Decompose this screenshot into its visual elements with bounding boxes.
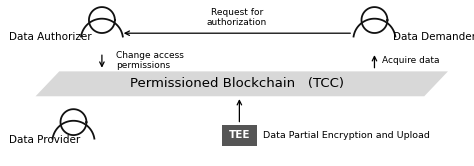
Text: Permissioned Blockchain   (TCC): Permissioned Blockchain (TCC) (130, 77, 344, 90)
Text: Data Provider: Data Provider (9, 135, 81, 145)
Text: Request for
authorization: Request for authorization (207, 8, 267, 27)
Text: Data Authorizer: Data Authorizer (9, 32, 92, 42)
Polygon shape (36, 71, 448, 96)
FancyBboxPatch shape (221, 124, 257, 146)
Text: Data Demander: Data Demander (393, 32, 474, 42)
Text: Data Partial Encryption and Upload: Data Partial Encryption and Upload (263, 131, 430, 140)
Text: TEE: TEE (228, 130, 250, 140)
Text: Acquire data: Acquire data (382, 56, 439, 65)
Text: Change access
permissions: Change access permissions (116, 51, 184, 70)
